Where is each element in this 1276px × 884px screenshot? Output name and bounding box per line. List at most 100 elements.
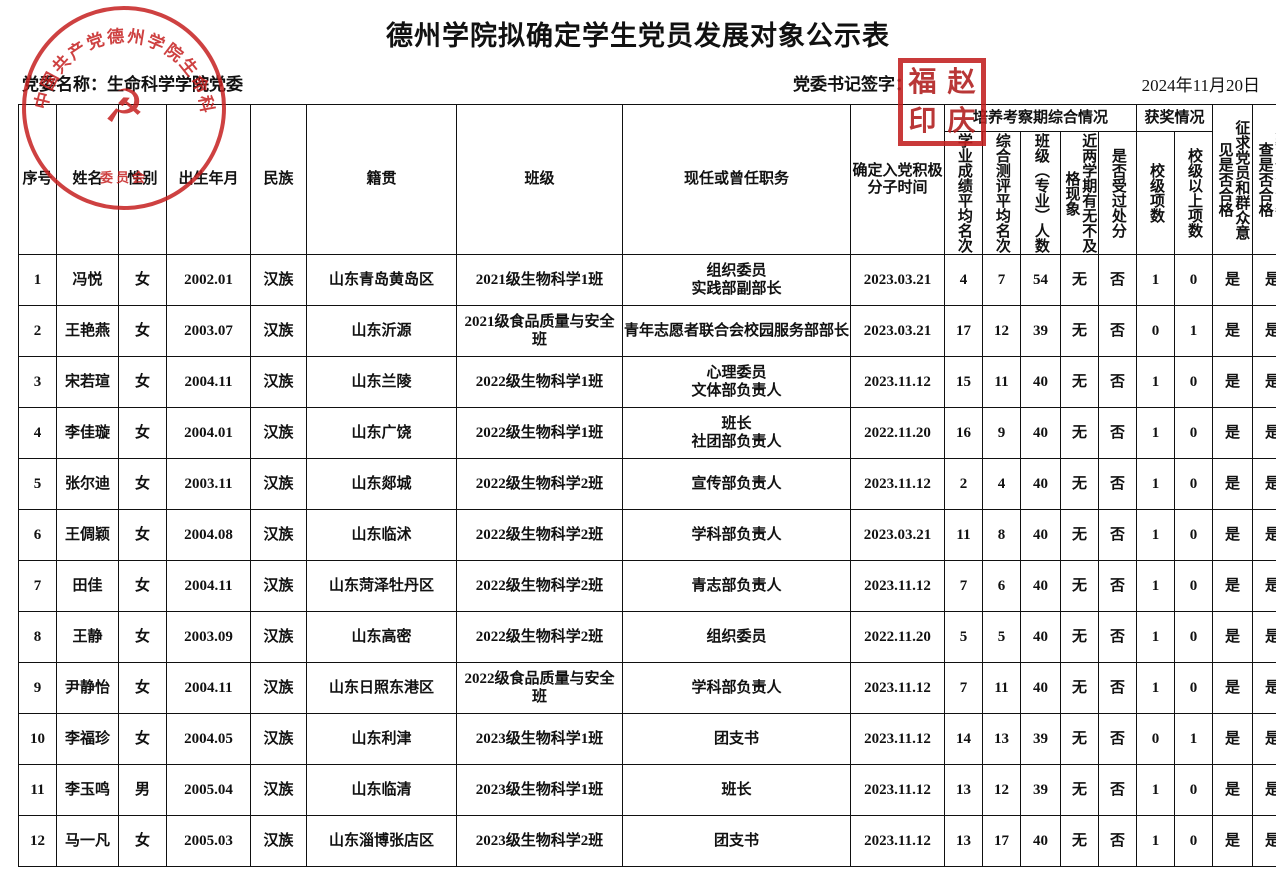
cell-hometown: 山东沂源 — [306, 305, 457, 357]
cell-gender: 女 — [118, 458, 167, 510]
cell-opinion-qualified: 是 — [1212, 560, 1254, 612]
cell-class: 2022级食品质量与安全班 — [456, 662, 623, 714]
cell-failing: 无 — [1060, 407, 1099, 459]
table-sub-header-row: 学业成绩平均名次 综合测评平均名次 班级（专业）人数 近两学期有无不及格现象 是… — [19, 131, 1276, 255]
cell-class-size: 40 — [1020, 662, 1061, 714]
position-line-1: 青年志愿者联合会校园服务部部长 — [624, 322, 850, 339]
cell-class-size: 40 — [1020, 509, 1061, 561]
cell-failing: 无 — [1060, 254, 1099, 306]
cell-hometown: 山东兰陵 — [306, 356, 457, 408]
cell-name: 李福珍 — [56, 713, 119, 765]
cell-punishment: 否 — [1097, 662, 1138, 714]
cell-failing: 无 — [1060, 305, 1099, 357]
cell-above-school-awards: 0 — [1174, 662, 1214, 714]
cell-hometown: 山东利津 — [306, 713, 457, 765]
cell-name: 李玉鸣 — [56, 764, 119, 816]
cell-academic-rank: 14 — [944, 713, 983, 765]
cell-failing: 无 — [1060, 458, 1099, 510]
cell-gender: 女 — [118, 560, 167, 612]
cell-punishment: 否 — [1097, 611, 1138, 663]
cell-birth: 2005.03 — [166, 815, 251, 867]
cell-class-size: 39 — [1020, 764, 1061, 816]
cell-hometown: 山东青岛黄岛区 — [306, 254, 457, 306]
cell-comprehensive-rank: 13 — [982, 713, 1021, 765]
cell-class-size: 39 — [1020, 305, 1061, 357]
cell-above-school-awards: 0 — [1174, 764, 1214, 816]
cell-index: 4 — [18, 407, 57, 459]
cell-name: 张尔迪 — [56, 458, 119, 510]
position-line-1: 学科部负责人 — [691, 526, 782, 543]
table-head: 序号 姓名 性别 出生年月 民族 籍贯 班级 现任或曾任职务 确定入党积极分子时… — [18, 104, 1276, 255]
cell-school-awards: 1 — [1136, 458, 1176, 510]
table-row: 11 李玉鸣男 2005.04 汉族 山东临清 2023级生物科学1班 班长 2023.11.… — [18, 764, 1276, 816]
cell-school-awards: 1 — [1136, 560, 1176, 612]
cell-committee-qualified: 是 — [1252, 407, 1276, 459]
table-row: 4 李佳璇女 2004.01 汉族 山东广饶 2022级生物科学1班 班长 社团部负责人 202… — [18, 407, 1276, 459]
cell-class-size: 40 — [1020, 560, 1061, 612]
cell-above-school-awards: 0 — [1174, 611, 1214, 663]
cell-birth: 2003.09 — [166, 611, 251, 663]
cell-punishment: 否 — [1097, 560, 1138, 612]
col-header-above-school-awards: 校级以上项数 — [1174, 131, 1214, 255]
cell-ethnicity: 汉族 — [250, 458, 307, 510]
cell-opinion-qualified: 是 — [1212, 662, 1254, 714]
public-notice-table: 序号 姓名 性别 出生年月 民族 籍贯 班级 现任或曾任职务 确定入党积极分子时… — [18, 104, 1276, 867]
cell-hometown: 山东临清 — [306, 764, 457, 816]
cell-class: 2022级生物科学1班 — [456, 407, 623, 459]
cell-committee-qualified: 是 — [1252, 305, 1276, 357]
cell-class: 2022级生物科学2班 — [456, 560, 623, 612]
cell-class: 2021级食品质量与安全班 — [456, 305, 623, 357]
cell-position: 学科部负责人 — [622, 509, 851, 561]
table-row: 2 王艳燕女 2003.07 汉族 山东沂源 2021级食品质量与安全班 青年志愿者联合会校… — [18, 305, 1276, 357]
cell-name: 李佳璇 — [56, 407, 119, 459]
cell-committee-qualified: 是 — [1252, 764, 1276, 816]
cell-name: 尹静怡 — [56, 662, 119, 714]
cell-ethnicity: 汉族 — [250, 815, 307, 867]
cell-class-size: 40 — [1020, 458, 1061, 510]
position-line-2: 文体部负责人 — [691, 383, 782, 399]
cell-index: 11 — [18, 764, 57, 816]
cell-opinion-qualified: 是 — [1212, 509, 1254, 561]
cell-opinion-qualified: 是 — [1212, 713, 1254, 765]
table-row: 12 马一凡女 2005.03 汉族 山东淄博张店区 2023级生物科学2班 团支书 2023… — [18, 815, 1276, 867]
cell-activist-date: 2023.11.12 — [850, 458, 945, 510]
cell-above-school-awards: 0 — [1174, 560, 1214, 612]
cell-comprehensive-rank: 9 — [982, 407, 1021, 459]
cell-above-school-awards: 0 — [1174, 356, 1214, 408]
cell-comprehensive-rank: 11 — [982, 356, 1021, 408]
col-header-ethnicity: 民族 — [250, 104, 307, 255]
cell-gender: 女 — [118, 815, 167, 867]
party-committee-name-label: 党委名称：生命科学学院党委 — [22, 75, 243, 94]
cell-position: 团支书 — [622, 713, 851, 765]
col-header-punishment: 是否受过处分 — [1097, 131, 1138, 255]
table-row: 1 冯悦女 2002.01 汉族 山东青岛黄岛区 2021级生物科学1班 组织委员 实践部副部… — [18, 254, 1276, 306]
cell-activist-date: 2023.11.12 — [850, 815, 945, 867]
group-header-observation: 培养考察期综合情况 — [943, 104, 1138, 132]
position-line-1: 团支书 — [713, 832, 759, 849]
cell-class: 2023级生物科学1班 — [456, 713, 623, 765]
position-line-1: 班长 — [721, 415, 752, 432]
cell-index: 9 — [18, 662, 57, 714]
cell-birth: 2004.11 — [166, 662, 251, 714]
cell-punishment: 否 — [1097, 713, 1138, 765]
cell-above-school-awards: 1 — [1174, 713, 1214, 765]
cell-committee-qualified: 是 — [1252, 254, 1276, 306]
table-row: 10 李福珍女 2004.05 汉族 山东利津 2023级生物科学1班 团支书 2023.11… — [18, 713, 1276, 765]
cell-punishment: 否 — [1097, 509, 1138, 561]
cell-activist-date: 2023.11.12 — [850, 764, 945, 816]
cell-academic-rank: 13 — [944, 815, 983, 867]
position-line-1: 团支书 — [713, 730, 759, 747]
cell-index: 3 — [18, 356, 57, 408]
cell-birth: 2005.04 — [166, 764, 251, 816]
cell-academic-rank: 7 — [944, 560, 983, 612]
cell-failing: 无 — [1060, 662, 1099, 714]
cell-position: 团支书 — [622, 815, 851, 867]
cell-ethnicity: 汉族 — [250, 254, 307, 306]
cell-above-school-awards: 0 — [1174, 254, 1214, 306]
table-group-header-row: 序号 姓名 性别 出生年月 民族 籍贯 班级 现任或曾任职务 确定入党积极分子时… — [18, 104, 1276, 255]
cell-index: 1 — [18, 254, 57, 306]
cell-school-awards: 1 — [1136, 662, 1176, 714]
cell-class-size: 40 — [1020, 815, 1061, 867]
cell-name: 王倜颖 — [56, 509, 119, 561]
